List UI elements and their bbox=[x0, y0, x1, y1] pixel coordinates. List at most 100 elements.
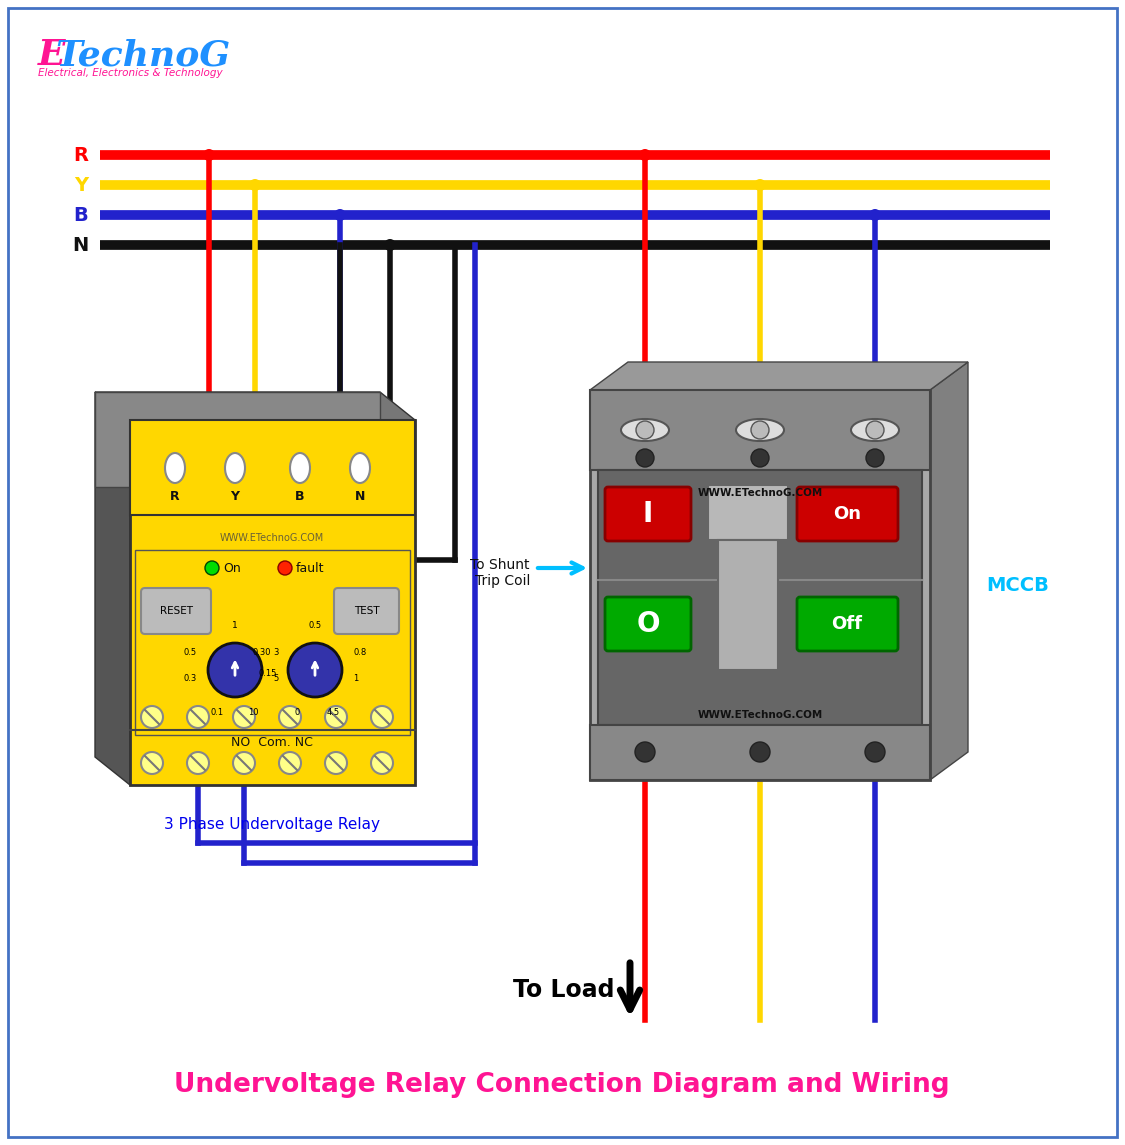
Text: B: B bbox=[73, 205, 88, 224]
Ellipse shape bbox=[850, 419, 899, 441]
Text: E: E bbox=[38, 38, 65, 72]
Text: 0.5: 0.5 bbox=[183, 648, 197, 656]
FancyBboxPatch shape bbox=[796, 487, 898, 540]
Bar bbox=[718, 540, 778, 670]
Circle shape bbox=[752, 421, 770, 439]
Ellipse shape bbox=[866, 449, 884, 467]
Ellipse shape bbox=[736, 419, 784, 441]
Circle shape bbox=[202, 149, 215, 161]
Text: fault: fault bbox=[296, 561, 324, 575]
Text: 3: 3 bbox=[273, 648, 278, 656]
Text: Y: Y bbox=[231, 490, 240, 503]
Bar bbox=[590, 390, 930, 780]
Circle shape bbox=[278, 561, 292, 575]
Ellipse shape bbox=[325, 752, 346, 774]
Text: 0: 0 bbox=[295, 708, 299, 717]
Ellipse shape bbox=[371, 706, 393, 728]
Ellipse shape bbox=[325, 706, 346, 728]
Ellipse shape bbox=[165, 453, 185, 483]
Circle shape bbox=[384, 239, 396, 251]
Ellipse shape bbox=[350, 453, 370, 483]
Bar bbox=[130, 420, 415, 785]
Polygon shape bbox=[94, 392, 130, 785]
FancyBboxPatch shape bbox=[605, 597, 691, 652]
Text: WWW.ETechnoG.COM: WWW.ETechnoG.COM bbox=[698, 710, 822, 720]
Text: Electrical, Electronics & Technology: Electrical, Electronics & Technology bbox=[38, 68, 223, 78]
Text: To Load: To Load bbox=[513, 978, 615, 1002]
Text: NO  Com. NC: NO Com. NC bbox=[231, 735, 313, 749]
Text: Undervoltage Relay Connection Diagram and Wiring: Undervoltage Relay Connection Diagram an… bbox=[174, 1072, 949, 1098]
Text: 4.5: 4.5 bbox=[326, 708, 340, 717]
Bar bbox=[94, 392, 380, 487]
Circle shape bbox=[639, 149, 651, 161]
Ellipse shape bbox=[752, 449, 770, 467]
Ellipse shape bbox=[371, 752, 393, 774]
Text: 5: 5 bbox=[273, 673, 278, 682]
Text: R: R bbox=[170, 490, 180, 503]
Ellipse shape bbox=[187, 752, 209, 774]
Ellipse shape bbox=[233, 752, 255, 774]
Text: 1: 1 bbox=[232, 621, 237, 630]
Text: 1: 1 bbox=[353, 673, 358, 682]
Circle shape bbox=[868, 210, 881, 221]
Bar bbox=[130, 420, 415, 515]
Text: On: On bbox=[223, 561, 241, 575]
Text: 0.5: 0.5 bbox=[308, 621, 322, 630]
Text: 0.8: 0.8 bbox=[353, 648, 367, 656]
Ellipse shape bbox=[636, 449, 654, 467]
Ellipse shape bbox=[233, 706, 255, 728]
Ellipse shape bbox=[634, 742, 655, 763]
Ellipse shape bbox=[279, 706, 302, 728]
Text: 3 Phase Undervoltage Relay: 3 Phase Undervoltage Relay bbox=[164, 818, 380, 832]
Text: R: R bbox=[73, 145, 88, 165]
Ellipse shape bbox=[621, 419, 669, 441]
Text: WWW.ETechnoG.COM: WWW.ETechnoG.COM bbox=[219, 534, 324, 543]
Text: N: N bbox=[72, 236, 88, 254]
Circle shape bbox=[205, 561, 219, 575]
Ellipse shape bbox=[750, 742, 770, 763]
Ellipse shape bbox=[141, 706, 163, 728]
Bar bbox=[135, 550, 410, 735]
Text: 10: 10 bbox=[248, 708, 259, 717]
Text: 0.30: 0.30 bbox=[252, 648, 271, 656]
Text: To Shunt
Trip Coil: To Shunt Trip Coil bbox=[470, 558, 530, 589]
Text: N: N bbox=[354, 490, 366, 503]
Text: MCCB: MCCB bbox=[986, 576, 1048, 594]
Ellipse shape bbox=[141, 752, 163, 774]
Text: TEST: TEST bbox=[354, 606, 380, 616]
Bar bbox=[590, 390, 930, 469]
Text: TechnoG: TechnoG bbox=[55, 38, 231, 72]
FancyBboxPatch shape bbox=[334, 589, 399, 634]
Text: I: I bbox=[642, 500, 654, 528]
FancyBboxPatch shape bbox=[141, 589, 212, 634]
Text: 0.3: 0.3 bbox=[183, 673, 197, 682]
Ellipse shape bbox=[187, 706, 209, 728]
Text: 0.1: 0.1 bbox=[210, 708, 224, 717]
Text: B: B bbox=[295, 490, 305, 503]
Text: WWW.ETechnoG.COM: WWW.ETechnoG.COM bbox=[698, 488, 822, 498]
Bar bbox=[708, 485, 788, 540]
Polygon shape bbox=[590, 362, 968, 390]
FancyBboxPatch shape bbox=[796, 597, 898, 652]
Text: O: O bbox=[637, 610, 659, 638]
Polygon shape bbox=[94, 392, 415, 420]
Bar bbox=[590, 725, 930, 780]
Circle shape bbox=[636, 421, 654, 439]
Circle shape bbox=[288, 643, 342, 697]
Text: On: On bbox=[832, 505, 861, 523]
Ellipse shape bbox=[225, 453, 245, 483]
Text: 0.15: 0.15 bbox=[259, 669, 277, 678]
Ellipse shape bbox=[290, 453, 310, 483]
Circle shape bbox=[208, 643, 262, 697]
Ellipse shape bbox=[279, 752, 302, 774]
Text: RESET: RESET bbox=[160, 606, 192, 616]
Polygon shape bbox=[930, 362, 968, 780]
Circle shape bbox=[866, 421, 884, 439]
FancyBboxPatch shape bbox=[605, 487, 691, 540]
Circle shape bbox=[334, 210, 346, 221]
Text: Off: Off bbox=[831, 615, 863, 633]
Ellipse shape bbox=[865, 742, 885, 763]
Circle shape bbox=[754, 179, 766, 191]
Text: Y: Y bbox=[74, 175, 88, 195]
Bar bbox=[598, 469, 922, 725]
